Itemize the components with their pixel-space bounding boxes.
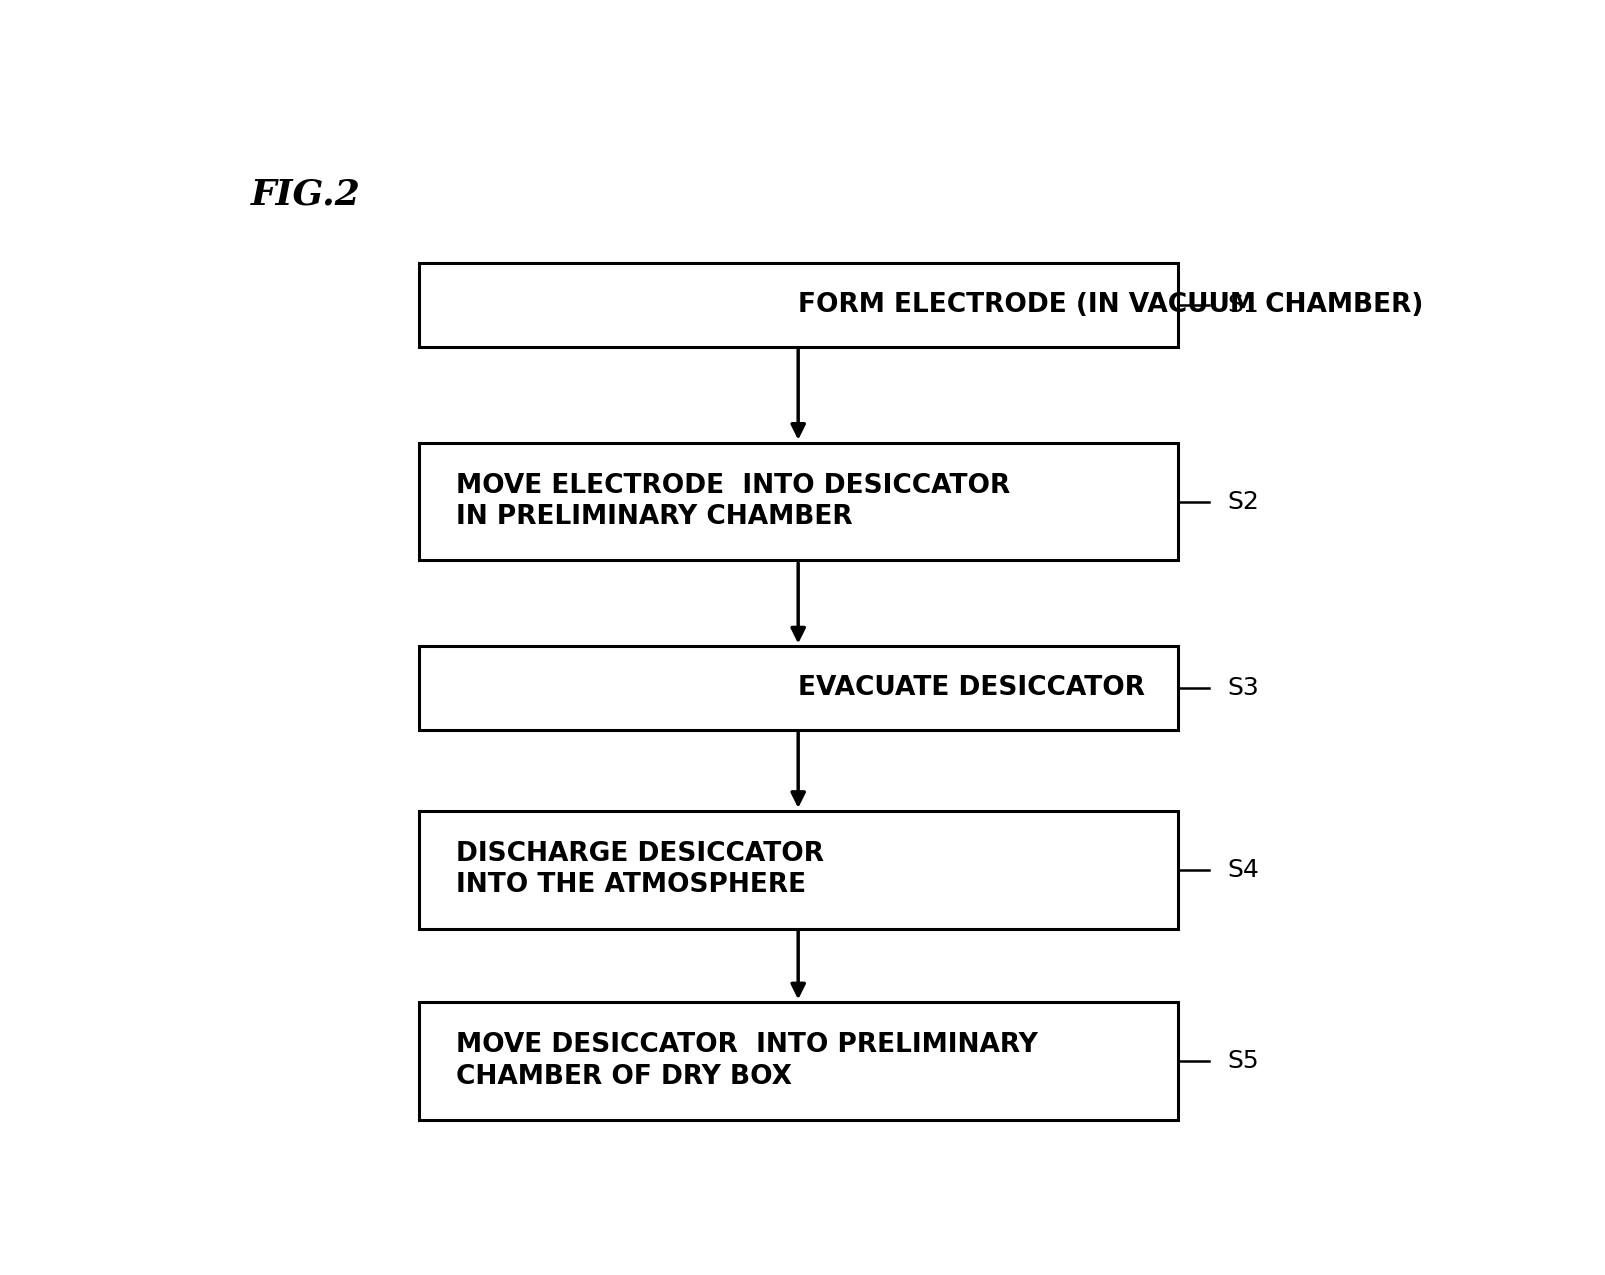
Text: CHAMBER OF DRY BOX: CHAMBER OF DRY BOX xyxy=(456,1063,791,1090)
Bar xyxy=(419,442,1176,561)
Text: EVACUATE DESICCATOR: EVACUATE DESICCATOR xyxy=(798,674,1144,701)
Text: S1: S1 xyxy=(1226,293,1258,317)
Text: FIG.2: FIG.2 xyxy=(250,177,360,212)
Text: S3: S3 xyxy=(1226,676,1258,700)
Bar xyxy=(419,1002,1176,1119)
Text: MOVE ELECTRODE  INTO DESICCATOR: MOVE ELECTRODE INTO DESICCATOR xyxy=(456,473,1010,499)
Text: MOVE DESICCATOR  INTO PRELIMINARY: MOVE DESICCATOR INTO PRELIMINARY xyxy=(456,1033,1037,1058)
Text: DISCHARGE DESICCATOR: DISCHARGE DESICCATOR xyxy=(456,842,823,867)
Bar xyxy=(419,646,1176,729)
Text: INTO THE ATMOSPHERE: INTO THE ATMOSPHERE xyxy=(456,872,806,899)
Bar xyxy=(419,264,1176,347)
Text: S4: S4 xyxy=(1226,858,1258,882)
Text: S5: S5 xyxy=(1226,1049,1258,1074)
Text: IN PRELIMINARY CHAMBER: IN PRELIMINARY CHAMBER xyxy=(456,504,852,530)
Text: FORM ELECTRODE (IN VACUUM CHAMBER): FORM ELECTRODE (IN VACUUM CHAMBER) xyxy=(798,292,1422,319)
Bar xyxy=(419,811,1176,928)
Text: S2: S2 xyxy=(1226,490,1258,514)
